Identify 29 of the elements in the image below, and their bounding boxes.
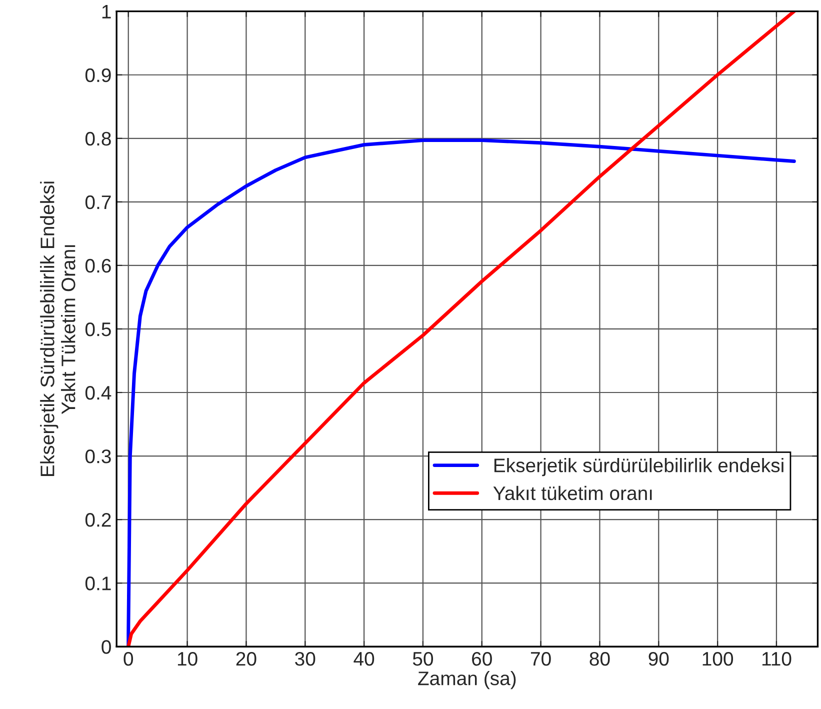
legend-label: Yakıt tüketim oranı (493, 486, 652, 500)
x-tick-label: 10 (178, 652, 198, 666)
line-series (126, 11, 796, 647)
x-axis-title: Zaman (sa) (418, 670, 516, 690)
x-tick-label: 110 (762, 652, 792, 666)
x-tick-label: 40 (354, 652, 374, 666)
x-tick-label: 100 (702, 652, 734, 666)
y-tick-label: 0.5 (85, 322, 111, 336)
x-tick-label: 20 (236, 652, 256, 666)
x-tick-label: 70 (530, 652, 551, 666)
y-tick-label: 1 (102, 5, 111, 18)
line-series (126, 138, 796, 647)
x-tick-label: 90 (648, 652, 669, 666)
y-tick-label: 0.3 (85, 449, 111, 464)
y-tick-label: 0.2 (85, 513, 111, 527)
x-tick-label: 60 (472, 652, 492, 666)
y-tick-label: 0.7 (85, 195, 111, 210)
y-tick-label: 0.1 (85, 576, 111, 590)
x-tick-label: 80 (590, 652, 610, 666)
y-tick-label: 0.9 (85, 68, 111, 82)
x-tick-label: 30 (295, 652, 316, 666)
y-tick-label: 0.8 (85, 132, 111, 146)
x-tick-label: 0 (124, 652, 134, 666)
y-tick-label: 0.6 (85, 258, 111, 273)
y-axis-title: Ekserjetik Sürdürülebilirlik Endeksi Yakıt Tüketim Oranı (40, 182, 76, 476)
y-tick-label: 0 (102, 640, 111, 654)
legend-label: Ekserjetik sürdürülebilirlik endeksi (494, 458, 784, 476)
y-tick-label: 0.4 (85, 386, 112, 400)
x-tick-label: 50 (412, 652, 434, 666)
